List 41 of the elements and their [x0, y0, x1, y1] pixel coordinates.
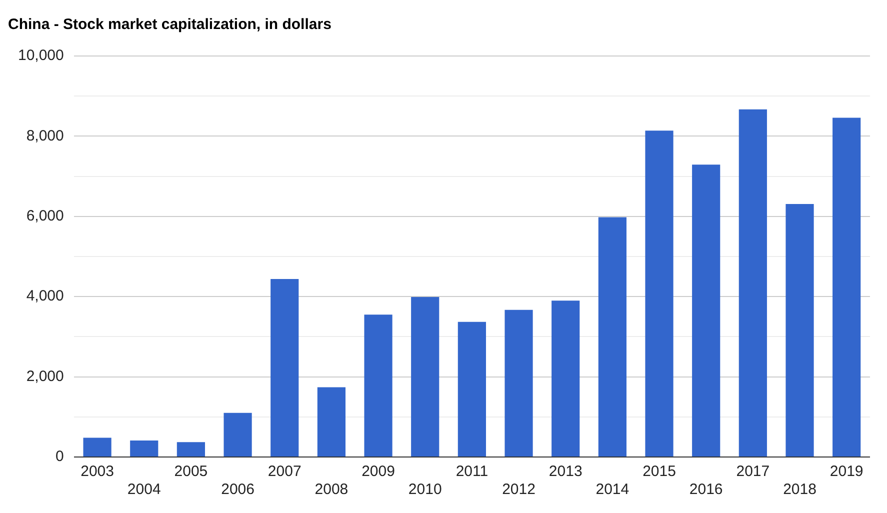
x-tick-label: 2006 [221, 481, 254, 498]
bar [692, 164, 720, 456]
x-tick-label: 2009 [362, 463, 395, 480]
bar [738, 109, 767, 456]
bar [598, 217, 626, 456]
x-tick-label: 2010 [408, 481, 442, 498]
x-tick-label: 2004 [127, 481, 161, 498]
y-tick-label: 4,000 [26, 288, 64, 305]
x-tick-label: 2008 [314, 481, 348, 498]
y-tick-label: 6,000 [26, 208, 64, 225]
bar [176, 442, 206, 456]
x-tick-label: 2005 [174, 463, 208, 480]
chart-title: China - Stock market capitalization, in dollars [8, 16, 332, 34]
bar [224, 412, 252, 456]
x-tick-label: 2013 [548, 463, 582, 480]
bar [411, 297, 440, 456]
bar [645, 130, 674, 456]
bar [317, 387, 346, 456]
x-tick-label: 2012 [502, 481, 536, 498]
bar [786, 204, 814, 456]
y-tick-label: 2,000 [26, 368, 64, 385]
x-tick-label: 2007 [268, 463, 302, 480]
y-tick-label: 0 [56, 448, 64, 466]
bar [364, 314, 392, 456]
x-tick-label: 2017 [736, 463, 770, 480]
x-tick-label: 2003 [80, 463, 114, 480]
x-tick-label: 2018 [783, 481, 816, 498]
y-tick-label: 10,000 [18, 47, 64, 64]
bar [458, 322, 486, 456]
x-tick-label: 2016 [689, 481, 723, 498]
bar [270, 278, 299, 456]
x-tick-label: 2019 [830, 463, 864, 480]
bar [130, 440, 158, 456]
y-tick-label: 8,000 [26, 127, 64, 144]
bar [504, 310, 533, 456]
bar [832, 118, 861, 456]
x-tick-label: 2015 [642, 463, 676, 480]
bar [83, 438, 112, 456]
x-tick-label: 2011 [456, 463, 488, 480]
bar [552, 300, 580, 456]
x-tick-label: 2014 [596, 481, 630, 498]
